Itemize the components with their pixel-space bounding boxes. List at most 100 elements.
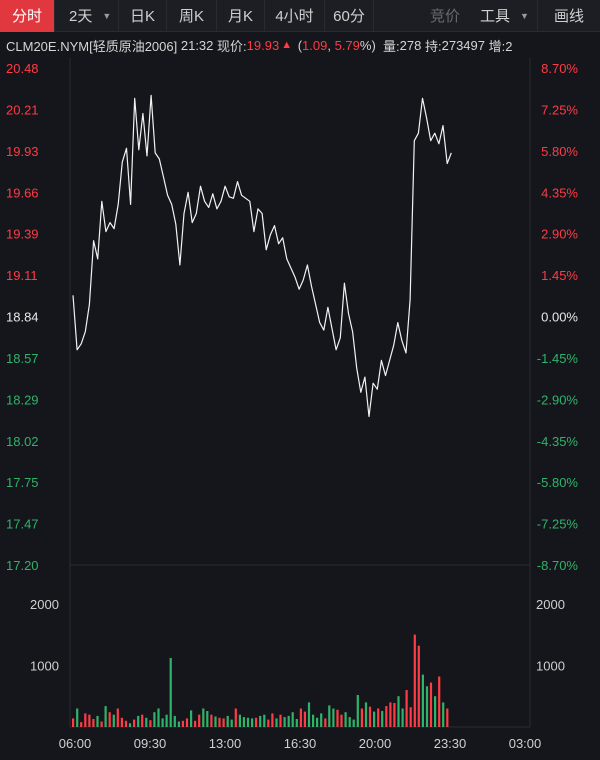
volume-bar — [72, 718, 75, 727]
volume-bar — [206, 711, 209, 727]
chart-canvas: 20.48 20.21 19.93 19.66 19.39 19.11 18.84 18.57… — [6, 58, 579, 751]
tab-2day[interactable]: 2天 ▼ — [55, 0, 119, 32]
volume-bar — [128, 723, 132, 727]
arrow-up-icon: ▲ — [281, 39, 293, 51]
volume-bar — [149, 720, 152, 727]
volume-bar — [385, 706, 388, 727]
volume-bar — [332, 708, 335, 727]
volume-bar — [381, 711, 384, 727]
price-axis-label: 17.75 — [6, 475, 39, 490]
tab-intraday[interactable]: 分时 — [0, 0, 55, 32]
tab-60min-label: 60分 — [333, 8, 365, 25]
volume-bar — [165, 714, 168, 727]
volume-bar — [76, 708, 79, 727]
tab-daily-k-label: 日K — [129, 8, 155, 25]
tab-daily-k[interactable]: 日K — [119, 0, 167, 32]
volume-bar — [446, 708, 449, 727]
tab-intraday-label: 分时 — [11, 8, 42, 25]
volume-bar — [80, 722, 83, 727]
volume-bar — [116, 708, 119, 727]
volume-bar — [336, 709, 339, 727]
volume-bar — [120, 717, 123, 727]
volume-bar — [283, 717, 286, 727]
volume-bar — [397, 696, 400, 727]
volume-bar — [124, 720, 128, 727]
volume-value: 278 — [399, 37, 422, 53]
volume-bar — [401, 708, 404, 727]
percent-axis-label: 8.70% — [541, 61, 578, 76]
volume-bar — [356, 695, 359, 727]
price-axis-label: 19.11 — [6, 268, 38, 283]
volume-bar — [190, 710, 193, 727]
volume-bar — [88, 714, 91, 727]
volume-bar — [230, 719, 233, 727]
volume-bar — [194, 720, 197, 727]
tab-auction[interactable]: 竞价 — [374, 0, 470, 32]
volume-bar — [312, 714, 315, 727]
price-axis-label: 18.57 — [6, 351, 39, 366]
volume-bar — [425, 686, 429, 727]
volume-bar — [169, 658, 172, 727]
volume-bar — [389, 702, 392, 727]
volume-bar — [417, 645, 420, 727]
time-axis-label: 20:00 — [359, 736, 392, 751]
symbol-name: CLM20E.NYM[轻质原油2006] — [6, 38, 178, 54]
volume-bar — [438, 676, 441, 727]
percent-axis-label: 1.45% — [541, 268, 578, 283]
volume-axis-label: 2000 — [30, 597, 59, 612]
volume-bar — [96, 715, 99, 727]
intraday-chart[interactable]: 20.48 20.21 19.93 19.66 19.39 19.11 18.84 18.57… — [0, 58, 600, 760]
volume-bar — [198, 714, 201, 727]
price-axis-label: 18.84 — [6, 310, 39, 325]
time-axis-label: 16:30 — [284, 736, 317, 751]
increase-label: 增:2 — [488, 38, 513, 54]
tab-2day-label: 2天 — [69, 8, 93, 25]
tab-monthly-k[interactable]: 月K — [217, 0, 265, 32]
price-label: 现价: — [217, 38, 247, 54]
tab-60min[interactable]: 60分 — [325, 0, 374, 32]
volume-bar — [421, 674, 424, 727]
volume-bar — [263, 714, 266, 727]
volume-bar — [137, 715, 140, 727]
price-axis-label: 18.29 — [6, 392, 39, 407]
volume-bar — [185, 718, 189, 727]
volume-bar — [307, 702, 311, 727]
volume-bar — [92, 719, 95, 727]
time-axis-label: 23:30 — [434, 736, 467, 751]
position-value: 273497 — [441, 37, 485, 53]
tab-4hour[interactable]: 4小时 — [265, 0, 325, 32]
tab-weekly-k-label: 周K — [178, 8, 204, 25]
tab-weekly-k[interactable]: 周K — [167, 0, 217, 32]
tools-menu-label: 工具 — [480, 8, 511, 25]
quote-time: 21:32 — [180, 37, 214, 53]
volume-bar — [202, 708, 205, 727]
percent-axis-label: -1.45% — [537, 351, 579, 366]
draw-line-label: 画线 — [553, 8, 584, 25]
volume-bar — [157, 708, 160, 727]
volume-axis-label-right: 2000 — [536, 597, 565, 612]
price-change-pct: 5.79 — [334, 37, 360, 53]
draw-line-button[interactable]: 画线 — [538, 0, 600, 32]
volume-bar — [328, 705, 331, 727]
volume-bar — [344, 712, 347, 727]
volume-bar — [275, 718, 278, 727]
volume-bar — [291, 712, 294, 727]
price-axis-label: 19.93 — [6, 144, 39, 159]
volume-bar — [153, 712, 156, 727]
volume-bar — [181, 720, 184, 727]
volume-bar — [242, 717, 245, 727]
volume-bar — [161, 718, 164, 727]
volume-bar — [100, 721, 103, 727]
tools-menu[interactable]: 工具 ▼ — [470, 0, 538, 32]
volume-bar — [373, 711, 376, 727]
price-axis-label: 19.39 — [6, 227, 39, 242]
price-change: 1.09 — [302, 37, 328, 53]
volume-bar — [145, 717, 148, 727]
volume-bar — [368, 706, 372, 727]
volume-bar — [409, 707, 412, 727]
volume-bar — [348, 717, 351, 727]
price-axis-label: 18.02 — [6, 434, 39, 449]
volume-bar — [251, 718, 254, 727]
volume-bar — [413, 634, 416, 727]
volume-bar — [226, 715, 229, 727]
